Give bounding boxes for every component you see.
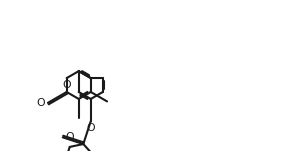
Text: O: O: [37, 98, 45, 108]
Text: O: O: [62, 80, 71, 90]
Text: O: O: [65, 132, 74, 142]
Text: O: O: [86, 123, 95, 133]
